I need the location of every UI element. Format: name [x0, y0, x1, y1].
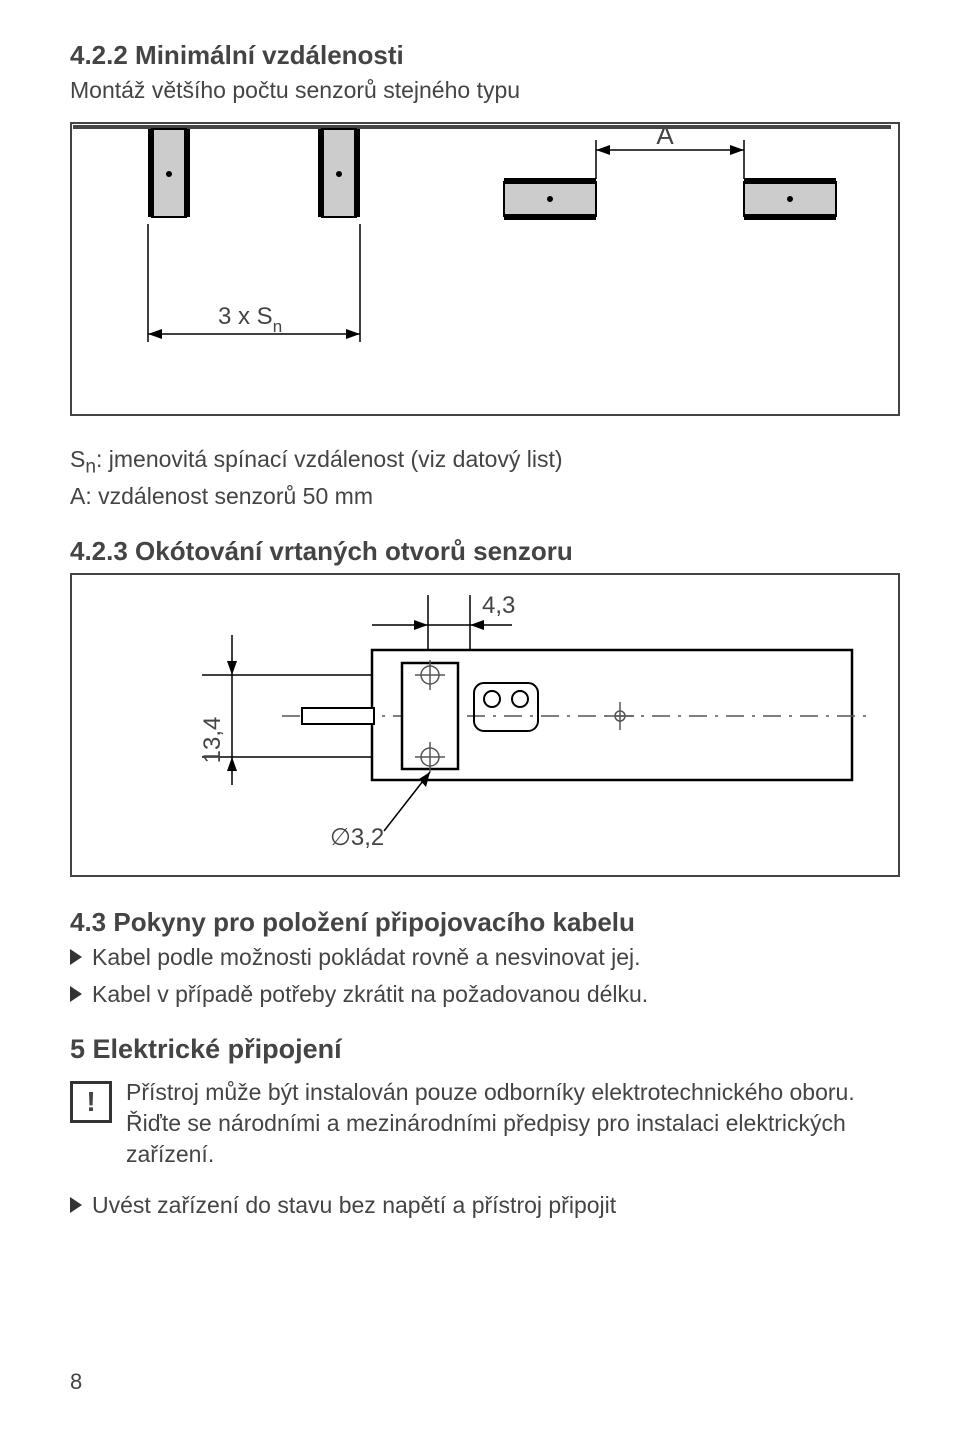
dim-label-3xsn: 3 x Sn: [218, 303, 282, 336]
section-heading-4-2-2: 4.2.2 Minimální vzdálenosti: [70, 40, 900, 71]
triangle-icon: [70, 986, 82, 1002]
dim-label-a: A: [656, 124, 674, 150]
dim-label-4-3: 4,3: [482, 592, 515, 619]
triangle-icon: [70, 949, 82, 965]
section-heading-5: 5 Elektrické připojení: [70, 1034, 900, 1065]
warning-block: ! Přístroj může být instalován pouze odb…: [70, 1077, 900, 1170]
triangle-icon: [70, 1197, 82, 1213]
bullet-4-3-1: Kabel v případě potřeby zkrátit na požad…: [70, 981, 900, 1008]
warning-text: Přístroj může být instalován pouze odbor…: [126, 1077, 900, 1170]
note-a: A: vzdálenost senzorů 50 mm: [70, 483, 900, 510]
figure-4-2-3: 13,4 4,3: [70, 573, 900, 877]
bullet-5-0: Uvést zařízení do stavu bez napětí a pří…: [70, 1192, 900, 1219]
section-heading-4-2-3: 4.2.3 Okótování vrtaných otvorů senzoru: [70, 536, 900, 567]
note-sn: Sn: jmenovitá spínací vzdálenost (viz da…: [70, 446, 900, 479]
page-number: 8: [70, 1369, 900, 1395]
dim-label-13-4: 13,4: [199, 716, 226, 763]
section-heading-4-3: 4.3 Pokyny pro položení připojovacího ka…: [70, 907, 900, 938]
warning-icon: !: [70, 1081, 112, 1123]
section-subtitle-4-2-2: Montáž většího počtu senzorů stejného ty…: [70, 77, 900, 104]
bullet-4-3-0: Kabel podle možnosti pokládat rovně a ne…: [70, 944, 900, 971]
figure-4-2-2: A 3 x Sn: [70, 122, 900, 416]
dim-label-diam: ∅3,2: [330, 824, 384, 851]
